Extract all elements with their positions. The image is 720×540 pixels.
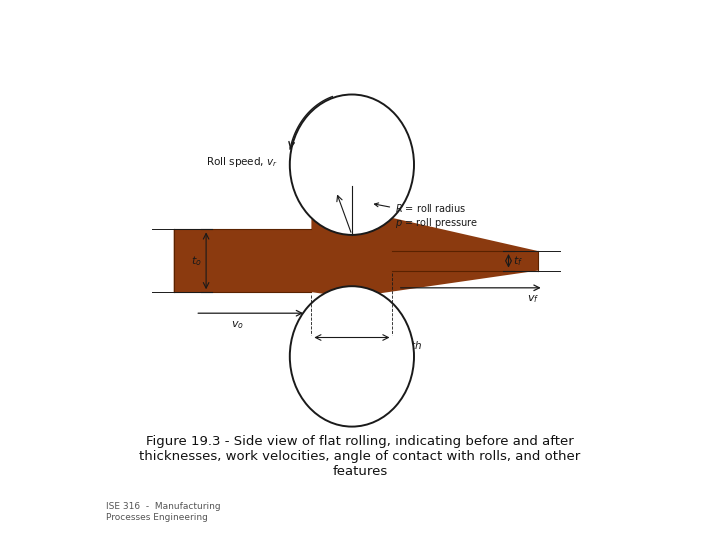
Text: $v_o$: $v_o$ (230, 319, 243, 330)
Text: $t_f$: $t_f$ (513, 254, 523, 268)
Text: $v_f$: $v_f$ (526, 293, 539, 305)
Ellipse shape (289, 286, 414, 427)
Text: $L$ = contact length: $L$ = contact length (325, 339, 423, 353)
Text: Figure 19.3 - Side view of flat rolling, indicating before and after
thicknesses: Figure 19.3 - Side view of flat rolling,… (140, 435, 580, 478)
Text: Roll speed, $v_r$: Roll speed, $v_r$ (206, 155, 278, 169)
Text: $\theta$: $\theta$ (357, 208, 366, 220)
Text: ISE 316  -  Manufacturing
Processes Engineering: ISE 316 - Manufacturing Processes Engine… (107, 502, 221, 522)
Polygon shape (174, 218, 539, 303)
Text: $R$ = roll radius
$p$ = roll pressure: $R$ = roll radius $p$ = roll pressure (374, 202, 478, 230)
Ellipse shape (289, 94, 414, 235)
Text: $v_r$: $v_r$ (345, 412, 359, 425)
Text: $t_o$: $t_o$ (191, 254, 202, 268)
